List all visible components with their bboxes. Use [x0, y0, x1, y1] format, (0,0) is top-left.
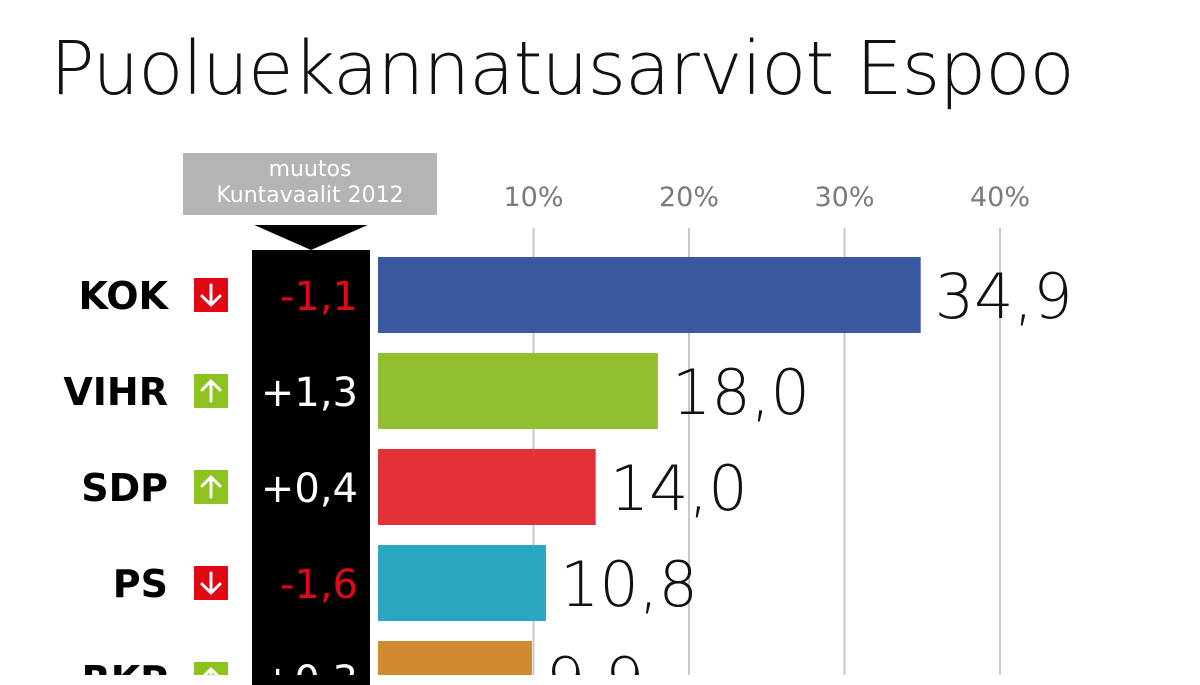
bar-value-label: 18,0 [672, 356, 810, 429]
party-label: SDP [81, 466, 168, 510]
bar-value-label: 9,9 [546, 644, 645, 675]
bar-value-label: 34,9 [935, 260, 1073, 333]
arrow-up-glyph [200, 379, 222, 403]
party-label: RKP [81, 658, 168, 675]
party-label: VIHR [63, 370, 168, 414]
bar [378, 545, 546, 621]
change-value-label: +0,4 [261, 466, 358, 512]
x-tick-label: 10% [503, 182, 563, 213]
arrow-up-glyph [202, 667, 220, 675]
change-column-header: muutos Kuntavaalit 2012 [183, 153, 437, 215]
party-label: KOK [79, 274, 170, 318]
arrow-up-glyph [200, 475, 222, 499]
x-tick-label: 30% [814, 182, 874, 213]
arrow-down-glyph [200, 571, 222, 595]
arrow-down-glyph [200, 283, 222, 307]
x-tick-label: 40% [970, 182, 1030, 213]
change-column-notch [252, 224, 370, 250]
change-header-line2: Kuntavaalit 2012 [216, 183, 404, 208]
chart-title: Puoluekannatusarviot Espoo [50, 26, 1075, 112]
bar [378, 353, 658, 429]
change-value-label: +1,3 [261, 370, 358, 416]
bar [378, 641, 532, 675]
bar-value-label: 14,0 [610, 452, 748, 525]
change-value-label: -1,6 [280, 562, 358, 608]
x-tick-label: 20% [659, 182, 719, 213]
change-column-background [252, 225, 370, 685]
bar-value-label: 10,8 [560, 548, 698, 621]
change-value-label: +0,3 [261, 658, 358, 675]
bar [378, 257, 921, 333]
party-label: PS [113, 562, 168, 606]
change-value-label: -1,1 [280, 274, 358, 320]
change-header-line1: muutos [268, 157, 352, 182]
bar [378, 449, 596, 525]
